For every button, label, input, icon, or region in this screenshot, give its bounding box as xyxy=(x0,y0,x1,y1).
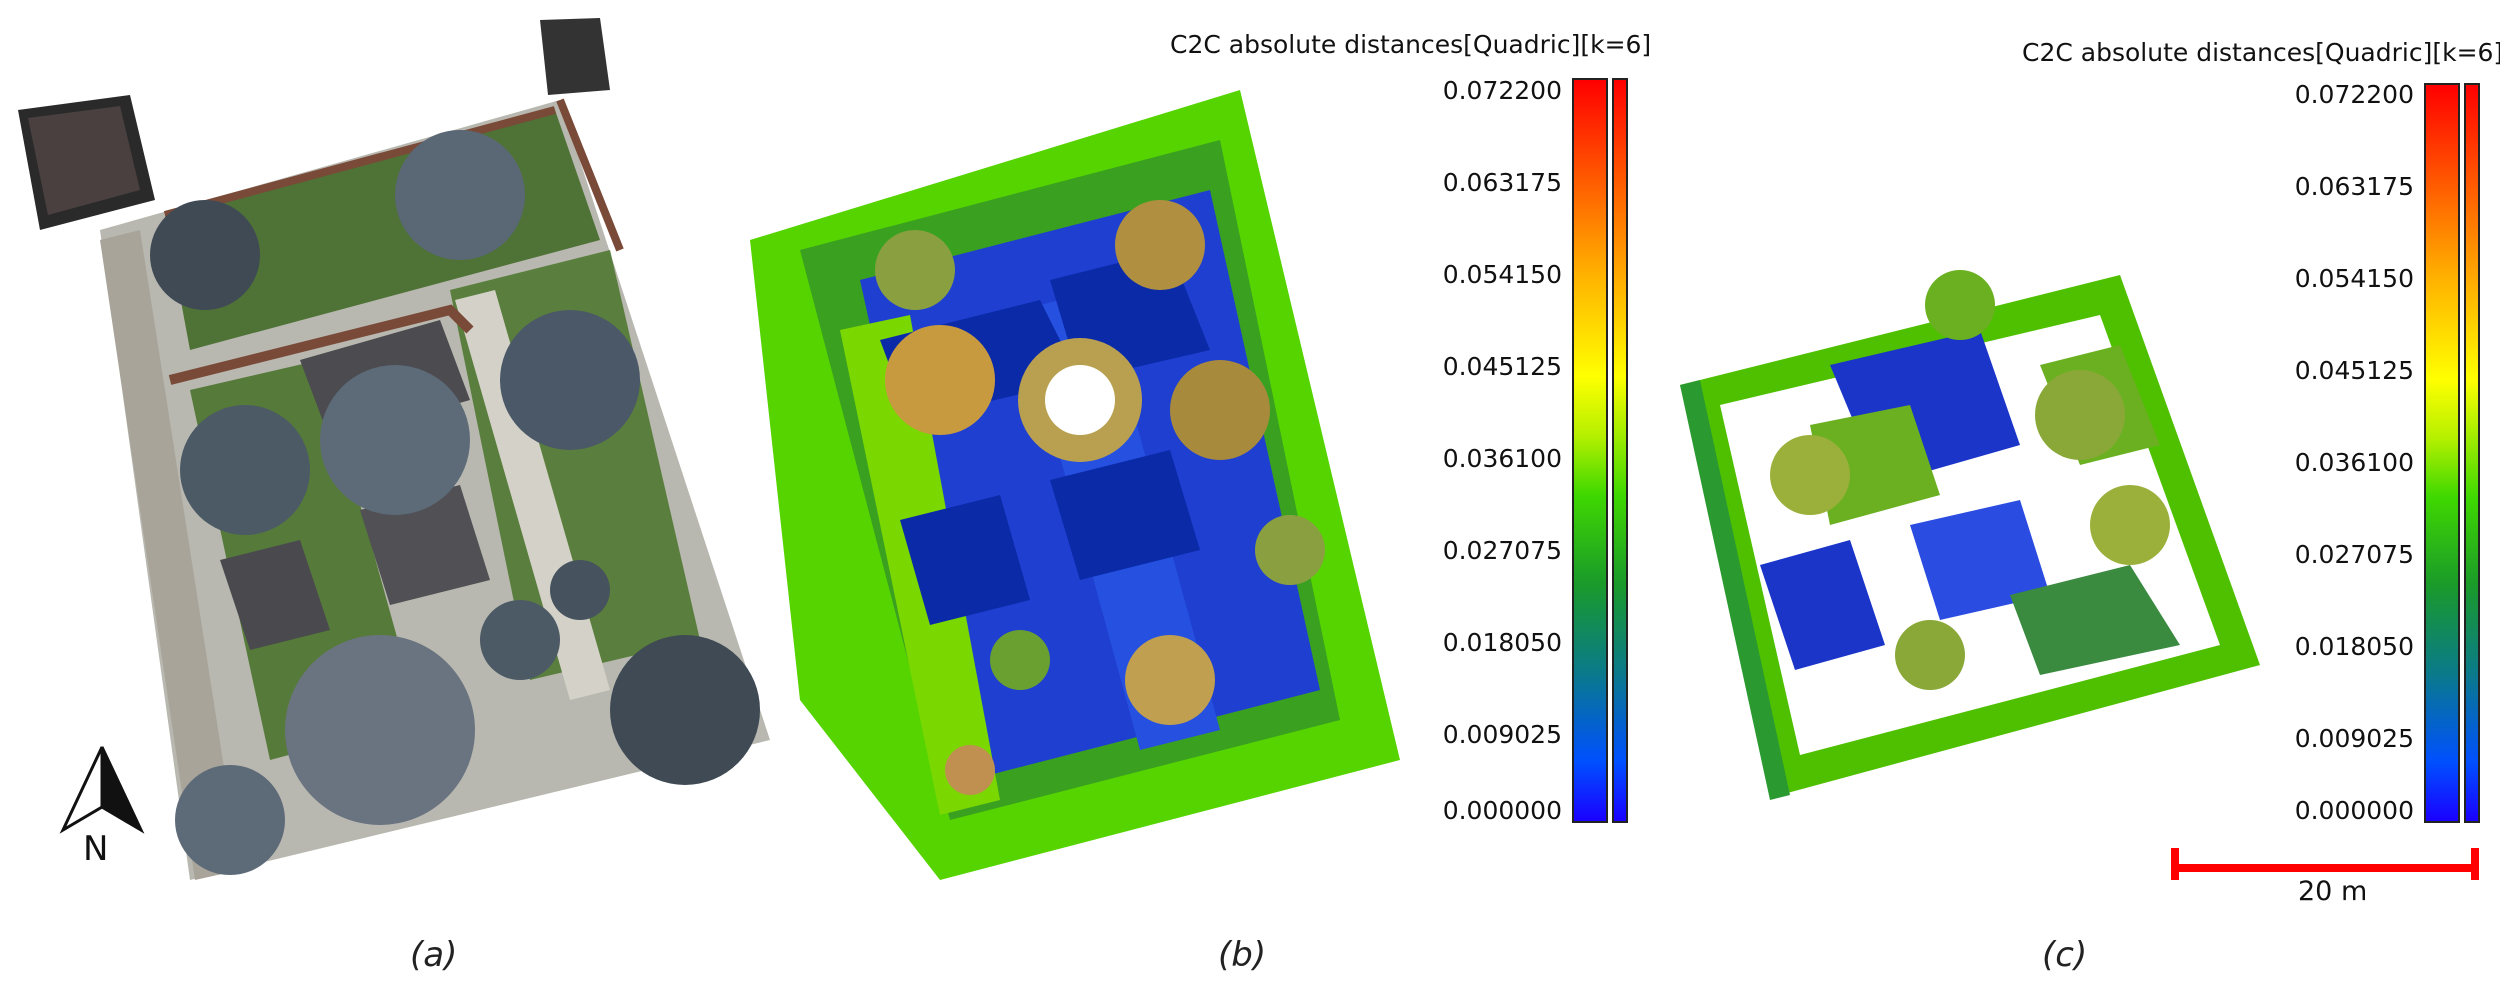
tick-label: 0.018050 xyxy=(2294,632,2414,661)
tick-label: 0.063175 xyxy=(2294,172,2414,201)
tick-label: 0.009025 xyxy=(1442,720,1562,749)
colorbar-c xyxy=(2424,83,2460,823)
tick-label: 0.072200 xyxy=(2294,80,2414,109)
tick-label: 0.018050 xyxy=(1442,628,1562,657)
tick-label: 0.000000 xyxy=(2294,796,2414,825)
tick-label: 0.072200 xyxy=(1442,76,1562,105)
tick-label: 0.036100 xyxy=(2294,448,2414,477)
tick-label: 0.009025 xyxy=(2294,724,2414,753)
north-arrow-label: N xyxy=(83,829,109,869)
tick-label: 0.054150 xyxy=(1442,260,1562,289)
scalar-field-title-c: C2C absolute distances[Quadric][k=6] xyxy=(2022,38,2500,67)
c2c-distance-map-b xyxy=(750,90,1400,880)
tick-label: 0.045125 xyxy=(2294,356,2414,385)
north-arrow-icon xyxy=(59,746,145,834)
tick-label: 0.045125 xyxy=(1442,352,1562,381)
caption-c: (c) xyxy=(2042,935,2088,975)
colorbar-b xyxy=(1572,78,1608,823)
rgb-point-cloud-image xyxy=(18,18,770,880)
c2c-distance-map-c xyxy=(1680,270,2260,800)
scalar-field-title-b: C2C absolute distances[Quadric][k=6] xyxy=(1170,30,1652,59)
caption-a: (a) xyxy=(410,935,458,975)
tick-label: 0.063175 xyxy=(1442,168,1562,197)
scale-bar-label: 20 m xyxy=(2298,876,2368,907)
scale-bar-graphic xyxy=(2171,848,2479,880)
tick-label: 0.036100 xyxy=(1442,444,1562,473)
tick-label: 0.027075 xyxy=(1442,536,1562,565)
north-arrow: N xyxy=(55,745,150,875)
tick-label: 0.054150 xyxy=(2294,264,2414,293)
colorbar-c-thin xyxy=(2464,83,2480,823)
panel-b-c2c-map xyxy=(740,80,1420,880)
panel-c-c2c-map xyxy=(1660,195,2280,815)
scale-bar: 20 m xyxy=(2170,840,2480,910)
tick-label: 0.027075 xyxy=(2294,540,2414,569)
tick-label: 0.000000 xyxy=(1442,796,1562,825)
colorbar-b-thin xyxy=(1612,78,1628,823)
caption-b: (b) xyxy=(1218,935,1267,975)
panel-a-point-cloud xyxy=(0,0,800,900)
